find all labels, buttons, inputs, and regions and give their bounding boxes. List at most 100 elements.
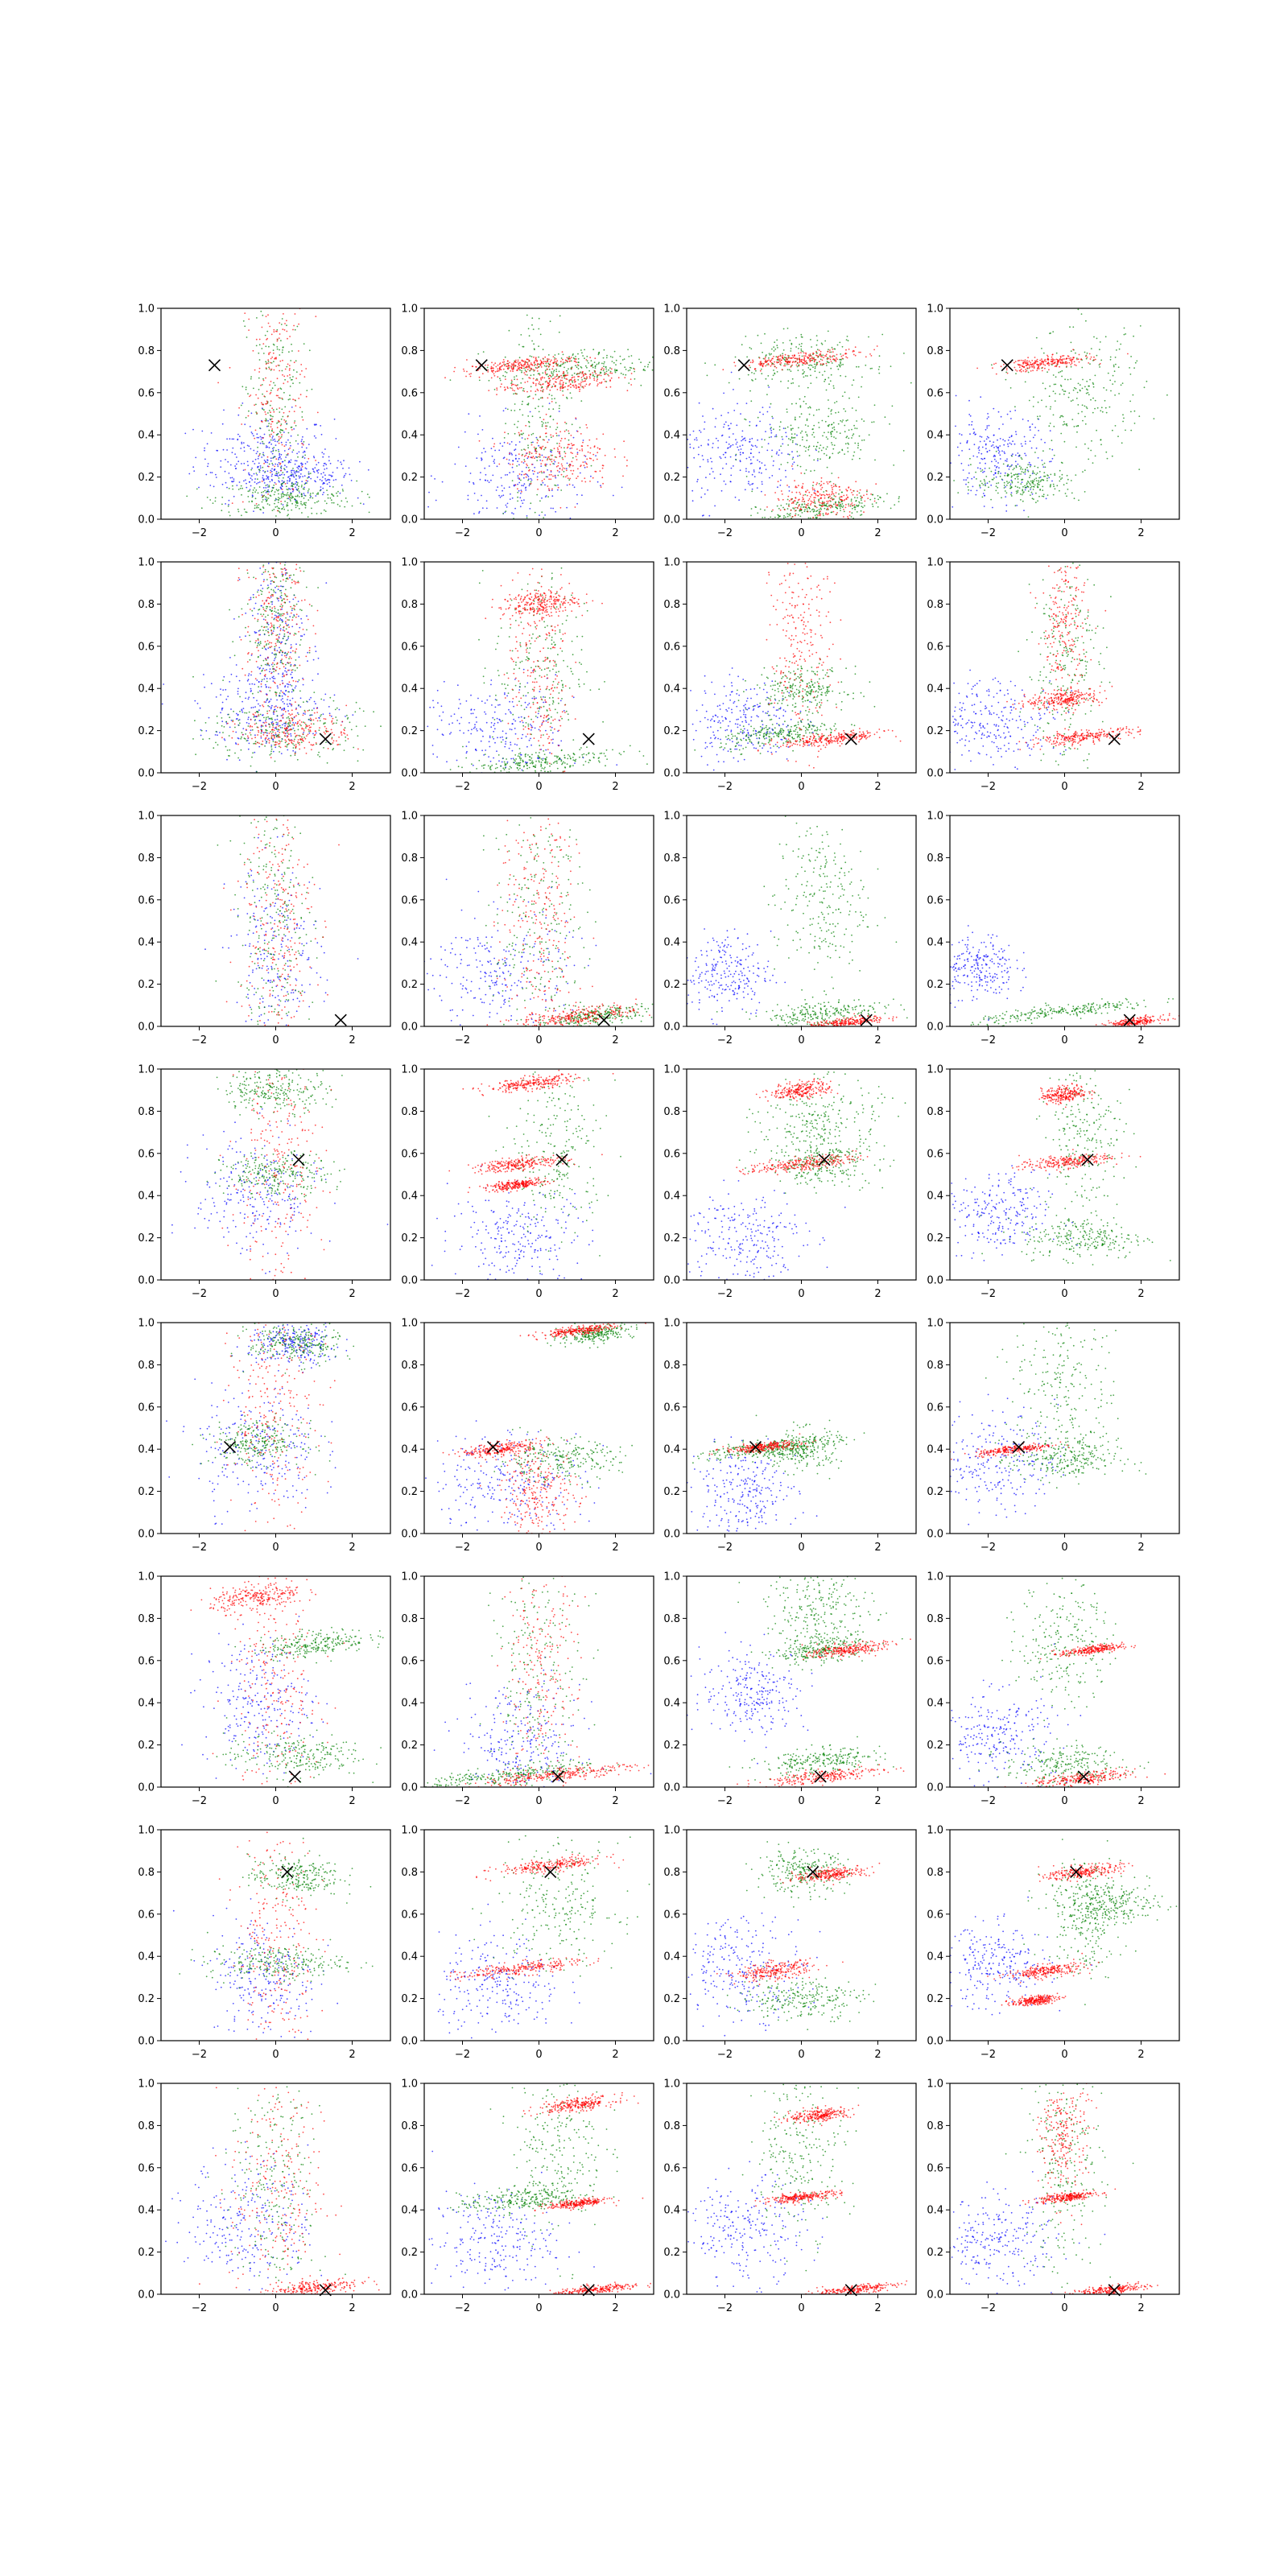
point <box>597 374 599 377</box>
point <box>859 489 861 491</box>
point <box>265 418 267 420</box>
point <box>1001 450 1003 452</box>
point <box>1015 373 1017 374</box>
point <box>1040 439 1042 440</box>
point <box>485 364 486 366</box>
point <box>1036 361 1038 363</box>
point <box>245 479 246 481</box>
point <box>803 376 805 378</box>
point <box>831 356 833 358</box>
point <box>1036 358 1038 361</box>
point <box>526 381 529 382</box>
point <box>811 359 814 361</box>
point <box>993 458 996 460</box>
point <box>769 354 771 356</box>
point <box>236 485 238 486</box>
point <box>872 506 874 508</box>
point <box>485 473 487 476</box>
point <box>786 408 788 411</box>
point <box>1080 358 1082 361</box>
point <box>587 444 589 447</box>
point <box>827 514 828 515</box>
point <box>810 382 812 384</box>
point <box>808 364 810 366</box>
point <box>1055 365 1057 367</box>
series-blue <box>427 402 623 519</box>
point <box>972 485 974 488</box>
point <box>995 362 997 365</box>
point <box>1136 360 1138 362</box>
point <box>984 457 985 460</box>
point <box>586 466 588 468</box>
point <box>1082 419 1084 422</box>
point <box>555 510 557 513</box>
point <box>971 421 973 423</box>
point <box>1055 383 1057 386</box>
point <box>750 452 752 455</box>
point <box>542 357 544 360</box>
point <box>1014 473 1017 475</box>
point <box>527 402 530 405</box>
point <box>258 454 261 456</box>
point <box>558 365 560 367</box>
point <box>1036 363 1038 365</box>
point <box>799 491 801 493</box>
point <box>898 497 900 500</box>
point <box>1027 419 1030 422</box>
point <box>1025 486 1026 489</box>
point <box>800 345 803 348</box>
point <box>496 394 497 395</box>
point <box>1046 480 1048 481</box>
point <box>1018 473 1020 475</box>
point <box>723 426 724 428</box>
point <box>984 482 986 484</box>
point <box>1022 492 1024 494</box>
point <box>267 497 270 499</box>
point <box>547 362 550 365</box>
point <box>1059 365 1060 368</box>
point <box>825 436 828 438</box>
point <box>292 483 295 485</box>
point <box>1106 457 1108 460</box>
point <box>339 505 341 507</box>
point <box>584 385 586 387</box>
point <box>997 411 1000 413</box>
panel-r1c3: −2 0 20.00.20.40.60.81.0 <box>663 303 917 539</box>
panel-r1c2: −2 0 20.00.20.40.60.81.0 <box>401 303 654 539</box>
point <box>795 361 797 362</box>
point <box>1052 493 1055 496</box>
point <box>1023 491 1025 493</box>
point <box>516 465 518 467</box>
point <box>286 330 288 332</box>
point <box>1060 415 1062 417</box>
point <box>287 439 289 441</box>
point <box>1041 495 1043 497</box>
point <box>793 461 795 464</box>
point <box>572 384 575 386</box>
point <box>298 508 300 510</box>
point <box>488 481 490 483</box>
point <box>514 403 516 405</box>
point <box>288 487 290 489</box>
point <box>777 514 779 516</box>
point <box>475 365 477 368</box>
point <box>704 362 706 364</box>
point <box>541 377 543 379</box>
point <box>793 354 795 356</box>
point <box>1017 478 1019 480</box>
point <box>819 358 822 361</box>
point <box>293 369 295 371</box>
point <box>1054 474 1056 477</box>
point <box>771 378 774 380</box>
point <box>528 425 530 427</box>
point <box>514 507 516 510</box>
point <box>1051 440 1053 442</box>
point <box>832 355 834 357</box>
point <box>1005 371 1008 374</box>
point <box>777 481 779 483</box>
point <box>791 441 794 444</box>
point <box>321 480 323 482</box>
point <box>500 477 502 479</box>
point <box>817 495 819 497</box>
point <box>554 361 556 363</box>
